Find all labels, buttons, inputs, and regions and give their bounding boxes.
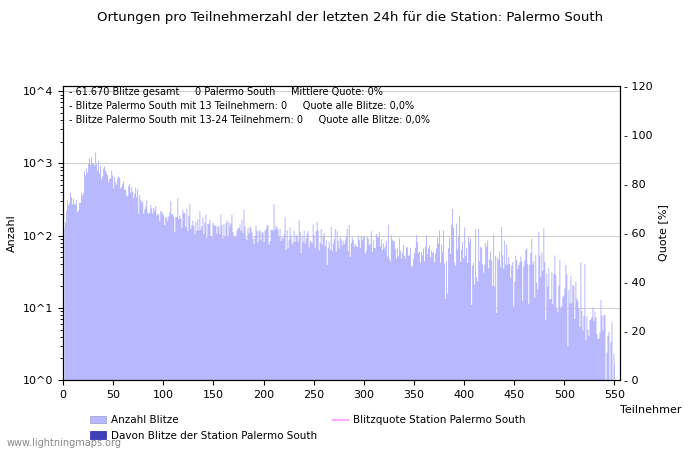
Text: - 61.670 Blitze gesamt     0 Palermo South     Mittlere Quote: 0%
- Blitze Paler: - 61.670 Blitze gesamt 0 Palermo South M… xyxy=(69,87,430,125)
Y-axis label: Anzahl: Anzahl xyxy=(7,214,18,252)
Text: www.lightningmaps.org: www.lightningmaps.org xyxy=(7,438,122,448)
Y-axis label: Quote [%]: Quote [%] xyxy=(659,204,668,261)
Text: Teilnehmer: Teilnehmer xyxy=(620,405,682,415)
Text: Ortungen pro Teilnehmerzahl der letzten 24h für die Station: Palermo South: Ortungen pro Teilnehmerzahl der letzten … xyxy=(97,11,603,24)
Legend: Anzahl Blitze, Davon Blitze der Station Palermo South, Blitzquote Station Palerm: Anzahl Blitze, Davon Blitze der Station … xyxy=(86,411,530,445)
